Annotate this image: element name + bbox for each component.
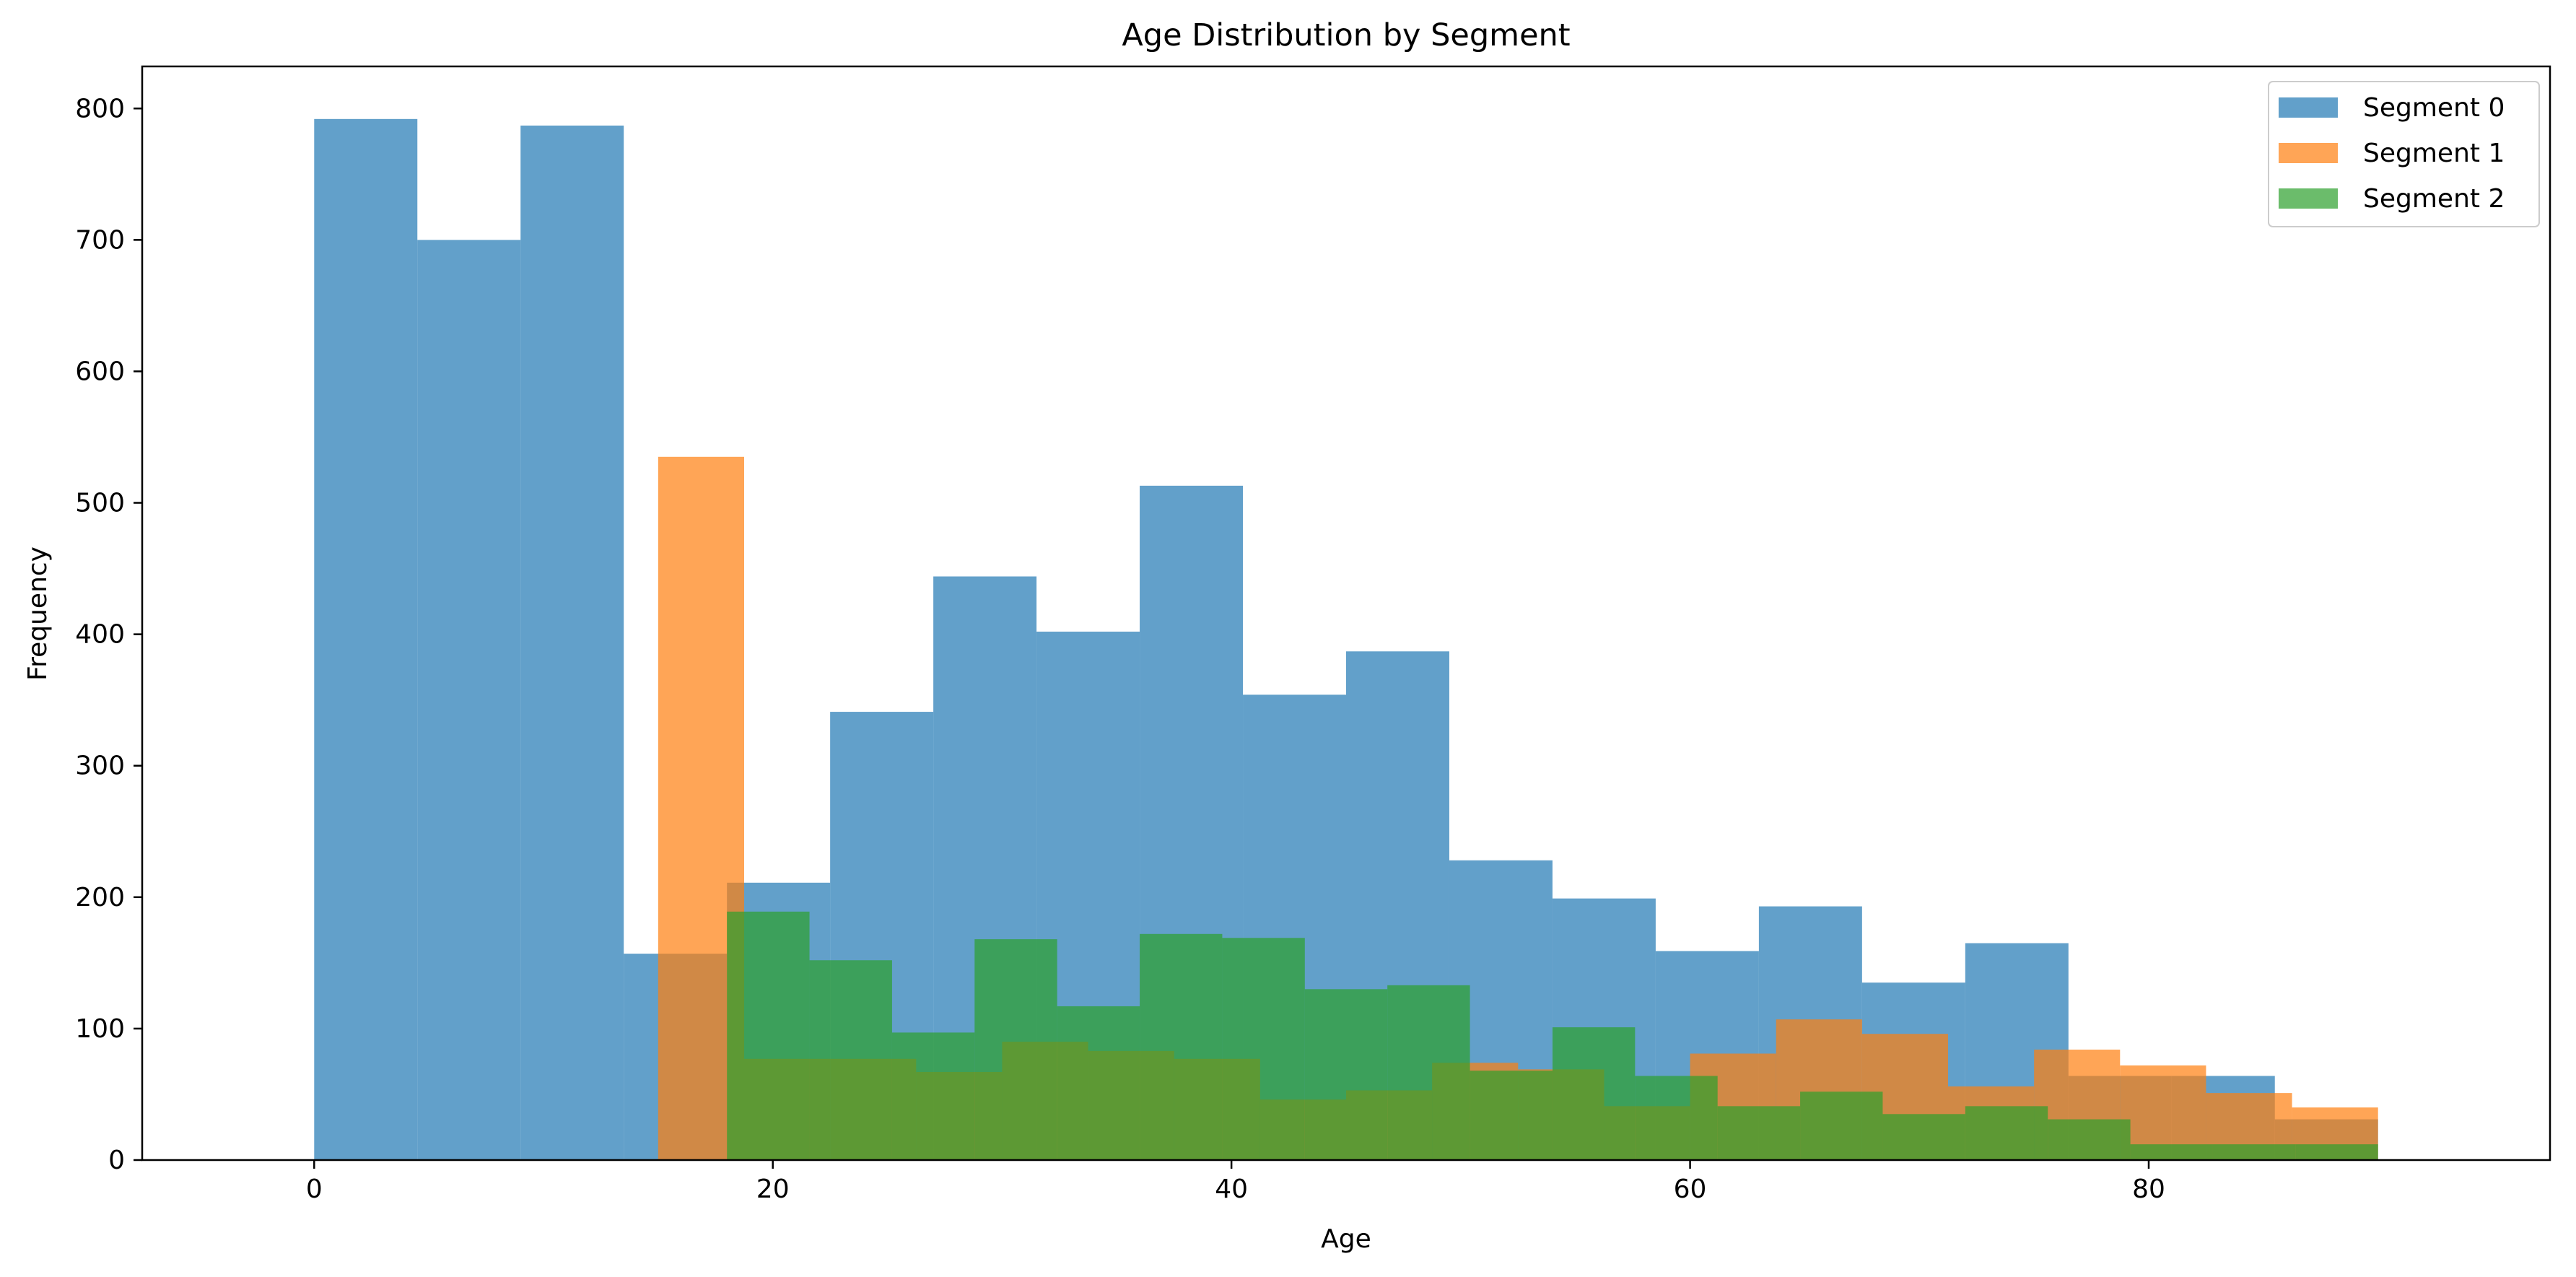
y-tick-label: 800	[75, 94, 125, 123]
legend-swatch	[2279, 143, 2338, 163]
histogram-bar	[1140, 933, 1223, 1160]
histogram-bar	[2048, 1119, 2131, 1160]
legend: Segment 0 Segment 1 Segment 2	[2268, 81, 2540, 227]
chart-title: Age Distribution by Segment	[1122, 17, 1570, 53]
histogram-bar	[520, 125, 624, 1160]
x-axis-label: Age	[1321, 1224, 1371, 1254]
histogram-bar	[1882, 1114, 1965, 1160]
series-2-bars	[727, 911, 2378, 1160]
legend-label: Segment 0	[2363, 93, 2505, 123]
histogram-bar	[417, 240, 521, 1160]
histogram-bar	[974, 939, 1057, 1160]
histogram-bar	[1717, 1106, 1801, 1160]
histogram-bar	[1057, 1006, 1140, 1160]
x-tick-label: 40	[1215, 1174, 1248, 1204]
histogram-bar	[1800, 1091, 1883, 1160]
x-tick-label: 0	[306, 1174, 323, 1204]
y-tick-label: 400	[75, 620, 125, 650]
histogram-bar	[314, 118, 418, 1160]
histogram-bar	[1304, 989, 1388, 1160]
x-tick-label: 60	[1674, 1174, 1707, 1204]
histogram-bar	[727, 911, 810, 1160]
x-axis: 0 20 40 60 80	[306, 1160, 2165, 1204]
histogram-bar	[2295, 1144, 2378, 1160]
y-tick-label: 600	[75, 357, 125, 386]
legend-swatch	[2279, 188, 2338, 209]
histogram-bar	[1965, 1106, 2048, 1160]
y-tick-label: 200	[75, 883, 125, 912]
legend-swatch	[2279, 97, 2338, 118]
histogram-bar	[2212, 1144, 2296, 1160]
y-axis: 0 100 200 300 400 500 600 700 800	[75, 94, 142, 1175]
histogram-bar	[1222, 938, 1305, 1160]
histogram-bar	[1635, 1076, 1718, 1160]
y-tick-label: 0	[108, 1146, 125, 1175]
histogram-bar	[1387, 985, 1470, 1160]
bars-layer	[314, 118, 2378, 1160]
histogram-bar	[891, 1032, 975, 1160]
plot-frame	[141, 65, 2551, 1161]
x-tick-label: 80	[2132, 1174, 2165, 1204]
histogram-bar	[1470, 1071, 1553, 1160]
y-tick-label: 500	[75, 489, 125, 518]
y-tick-label: 700	[75, 225, 125, 255]
y-axis-label: Frequency	[23, 546, 53, 681]
legend-label: Segment 1	[2363, 139, 2505, 168]
histogram-bar	[809, 960, 892, 1160]
histogram-bar	[1552, 1027, 1636, 1160]
histogram-bar	[2130, 1144, 2213, 1160]
legend-label: Segment 2	[2363, 184, 2505, 214]
y-tick-label: 100	[75, 1014, 125, 1044]
y-tick-label: 300	[75, 751, 125, 781]
x-tick-label: 20	[756, 1174, 790, 1204]
